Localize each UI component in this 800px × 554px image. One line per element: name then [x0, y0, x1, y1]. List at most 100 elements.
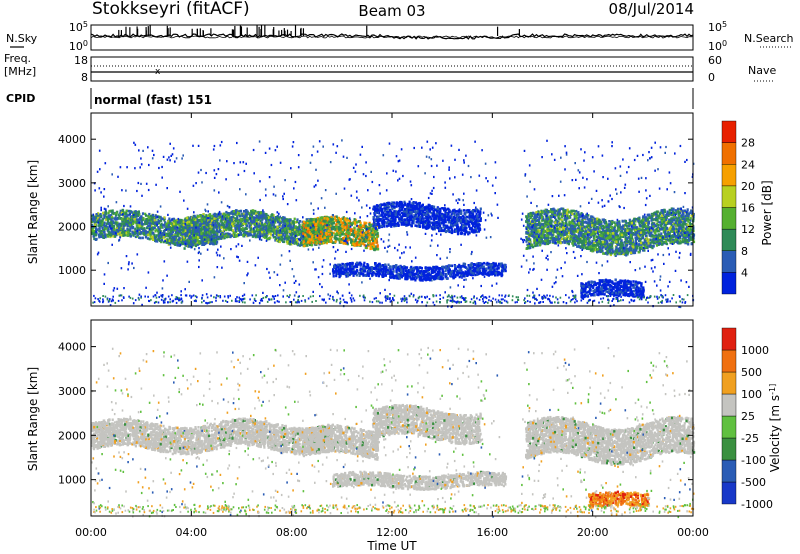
- scatter-cell: [322, 240, 325, 243]
- scatter-cell: [135, 221, 138, 224]
- scatter-cell: [208, 235, 211, 238]
- scatter-cell: [282, 218, 285, 221]
- scatter-cell: [188, 220, 191, 224]
- scatter-cell: [199, 223, 202, 226]
- scatter-cell: [176, 244, 179, 247]
- scatter-cell: [163, 223, 166, 227]
- scatter-cell: [276, 233, 279, 237]
- scatter-cell: [452, 270, 456, 273]
- scatter-cell: [294, 238, 297, 242]
- scatter-cell: [236, 215, 239, 218]
- scatter-cell: [176, 218, 179, 222]
- scatter-cell: [354, 218, 357, 222]
- scatter-cell: [208, 217, 211, 220]
- scatter-cell: [292, 225, 295, 228]
- scatter-cell: [218, 213, 221, 216]
- scatter-cell: [330, 227, 333, 231]
- scatter-cell: [334, 219, 337, 222]
- scatter-cell: [128, 223, 131, 227]
- scatter-cell: [269, 216, 272, 219]
- scatter-cell: [194, 221, 197, 225]
- scatter-cell: [350, 229, 353, 232]
- scatter-cell: [255, 218, 258, 222]
- scatter-cell: [363, 264, 366, 268]
- scatter-cell: [97, 219, 100, 223]
- scatter-cell: [260, 211, 263, 215]
- scatter-cell: [474, 263, 477, 266]
- scatter-cell: [175, 223, 178, 227]
- scatter-cell: [194, 242, 197, 245]
- scatter-cell: [115, 227, 118, 230]
- scatter-cell: [293, 242, 296, 245]
- scatter-cell: [222, 229, 226, 233]
- scatter-cell: [427, 266, 430, 270]
- scatter-cell: [359, 223, 362, 227]
- scatter-cell: [288, 230, 292, 233]
- scatter-cell: [378, 272, 381, 276]
- scatter-cell: [359, 221, 362, 225]
- scatter-cell: [367, 269, 370, 273]
- scatter-cell: [162, 236, 165, 239]
- scatter-cell: [412, 269, 415, 272]
- scatter-cell: [111, 211, 114, 215]
- scatter-cell: [463, 265, 466, 269]
- scatter-cell: [339, 231, 342, 235]
- scatter-cell: [362, 233, 365, 237]
- scatter-cell: [192, 229, 195, 233]
- scatter-cell: [374, 237, 377, 241]
- scatter-cell: [437, 277, 440, 280]
- scatter-cell: [285, 230, 288, 233]
- scatter-cell: [275, 216, 278, 219]
- scatter-cell: [247, 221, 250, 225]
- scatter-cell: [188, 244, 191, 247]
- scatter-cell: [422, 272, 425, 276]
- scatter-cell: [311, 236, 314, 239]
- scatter-cell: [444, 269, 447, 273]
- scatter-cell: [168, 217, 171, 221]
- scatter-cell: [262, 226, 265, 229]
- scatter-cell: [181, 230, 185, 234]
- scatter-cell: [95, 227, 98, 230]
- scatter-cell: [250, 233, 253, 237]
- scatter-cell: [272, 214, 275, 217]
- scatter-cell: [332, 231, 335, 235]
- scatter-cell: [204, 226, 207, 229]
- scatter-cell: [134, 227, 137, 231]
- scatter-cell: [295, 242, 299, 246]
- scatter-cell: [109, 209, 112, 213]
- scatter-cell: [347, 222, 350, 225]
- scatter-cell: [340, 272, 343, 275]
- scatter-cell: [304, 239, 308, 242]
- scatter-cell: [362, 272, 365, 276]
- scatter-cell: [217, 223, 220, 227]
- scatter-cell: [182, 232, 185, 236]
- scatter-cell: [236, 227, 239, 230]
- scatter-cell: [235, 212, 238, 216]
- scatter-cell: [424, 276, 427, 280]
- scatter-cell: [175, 228, 178, 232]
- scatter-cell: [185, 244, 188, 247]
- scatter-cell: [400, 271, 403, 274]
- scatter-cell: [350, 272, 353, 276]
- scatter-cell: [343, 236, 346, 239]
- scatter-cell: [113, 217, 116, 220]
- scatter-cell: [165, 241, 168, 244]
- scatter-cell: [178, 230, 181, 233]
- scatter-cell: [178, 232, 181, 235]
- scatter-cell: [312, 230, 315, 234]
- scatter-cell: [354, 222, 357, 226]
- scatter-cell: [118, 231, 122, 234]
- scatter-cell: [332, 221, 335, 225]
- scatter-cell: [499, 262, 502, 266]
- scatter-cell: [222, 227, 225, 231]
- scatter-cell: [201, 239, 204, 243]
- scatter-cell: [167, 224, 170, 227]
- scatter-cell: [433, 266, 436, 269]
- scatter-cell: [359, 261, 362, 265]
- scatter-cell: [225, 210, 228, 214]
- scatter-cell: [270, 233, 273, 236]
- scatter-cell: [226, 214, 229, 218]
- scatter-cell: [352, 265, 355, 268]
- scatter-cell: [286, 218, 289, 221]
- scatter-cell: [105, 227, 108, 230]
